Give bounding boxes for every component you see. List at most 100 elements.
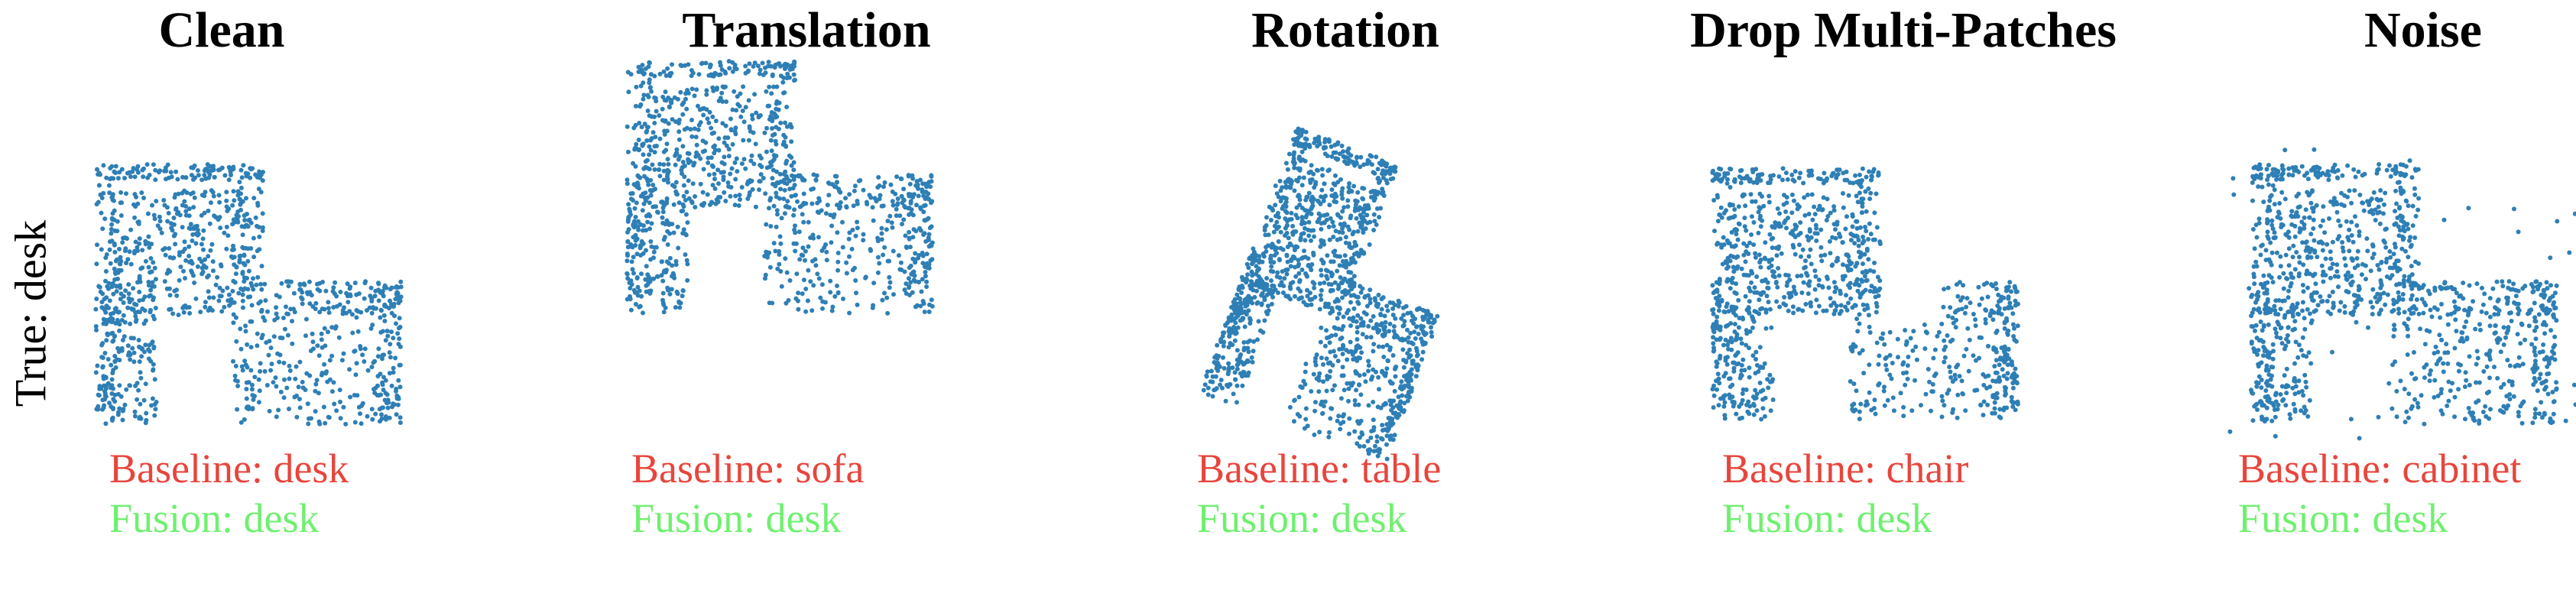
point — [1340, 290, 1345, 294]
point — [150, 284, 155, 289]
point — [1765, 285, 1770, 290]
point — [2353, 174, 2358, 180]
point — [242, 253, 247, 258]
point — [243, 329, 248, 334]
point — [1391, 329, 1397, 334]
point — [714, 87, 719, 92]
point — [2296, 170, 2302, 174]
point — [1826, 285, 1831, 290]
point — [353, 372, 358, 378]
point — [142, 294, 148, 300]
point — [670, 271, 676, 276]
point — [1818, 177, 1823, 182]
point — [661, 162, 667, 167]
point — [634, 84, 639, 89]
point — [105, 332, 110, 338]
point — [762, 254, 767, 258]
point — [1757, 311, 1762, 316]
point — [125, 343, 131, 349]
point — [683, 96, 688, 102]
point — [2274, 177, 2279, 182]
point — [287, 363, 292, 368]
point — [925, 265, 930, 271]
point — [1734, 291, 1739, 297]
point — [1752, 285, 1757, 290]
point — [1750, 199, 1755, 204]
point — [1283, 204, 1289, 209]
point — [840, 219, 845, 225]
point — [1324, 328, 1329, 333]
point — [1232, 297, 1238, 302]
point — [2302, 173, 2307, 178]
point — [329, 353, 335, 358]
point — [1994, 379, 1999, 384]
point — [645, 272, 650, 277]
point — [1835, 222, 1840, 227]
point — [1275, 270, 1280, 275]
point — [1301, 175, 1306, 180]
point — [2250, 227, 2256, 232]
point — [135, 167, 139, 172]
point — [651, 255, 656, 261]
point — [315, 287, 320, 292]
point — [1345, 204, 1351, 209]
point — [722, 161, 727, 167]
point — [699, 61, 704, 66]
point — [1247, 321, 1253, 326]
point — [1985, 294, 1990, 300]
point — [151, 345, 157, 351]
point — [1345, 161, 1351, 167]
point — [1329, 274, 1335, 279]
point — [1254, 264, 1259, 269]
point — [685, 277, 690, 283]
point — [1374, 190, 1380, 195]
point — [1803, 258, 1808, 264]
point — [200, 271, 205, 277]
point — [1801, 180, 1806, 186]
point — [174, 206, 179, 211]
point — [1848, 296, 1854, 301]
point — [1711, 405, 1716, 410]
point — [664, 128, 670, 134]
point — [793, 223, 797, 229]
point — [1727, 241, 1732, 246]
point — [709, 163, 715, 168]
point — [771, 241, 777, 246]
point — [1767, 372, 1773, 378]
point — [625, 271, 630, 277]
point — [1279, 196, 1284, 201]
point — [1741, 241, 1747, 246]
point — [240, 245, 245, 250]
point — [1313, 400, 1318, 405]
point — [1387, 300, 1393, 305]
point — [1853, 173, 1858, 178]
point — [139, 354, 144, 359]
point — [360, 352, 365, 358]
point — [100, 226, 105, 232]
point — [1964, 304, 1969, 310]
point — [1371, 228, 1377, 232]
point — [282, 326, 287, 332]
point — [1857, 190, 1862, 196]
point — [782, 187, 787, 193]
point — [1901, 414, 1906, 419]
point — [2014, 374, 2020, 379]
point — [1393, 366, 1397, 371]
point — [646, 182, 651, 187]
point — [1248, 286, 1254, 291]
point — [1361, 196, 1366, 202]
point — [660, 278, 666, 284]
point — [1983, 320, 1988, 326]
point — [1393, 165, 1398, 170]
point — [1399, 316, 1404, 321]
point — [1963, 408, 1968, 414]
point — [1371, 349, 1376, 354]
point — [152, 265, 157, 271]
point — [789, 139, 794, 144]
point — [1759, 417, 1764, 422]
point — [661, 302, 667, 307]
point — [1740, 193, 1745, 199]
point — [809, 201, 815, 206]
point — [138, 401, 143, 407]
point — [284, 304, 288, 310]
